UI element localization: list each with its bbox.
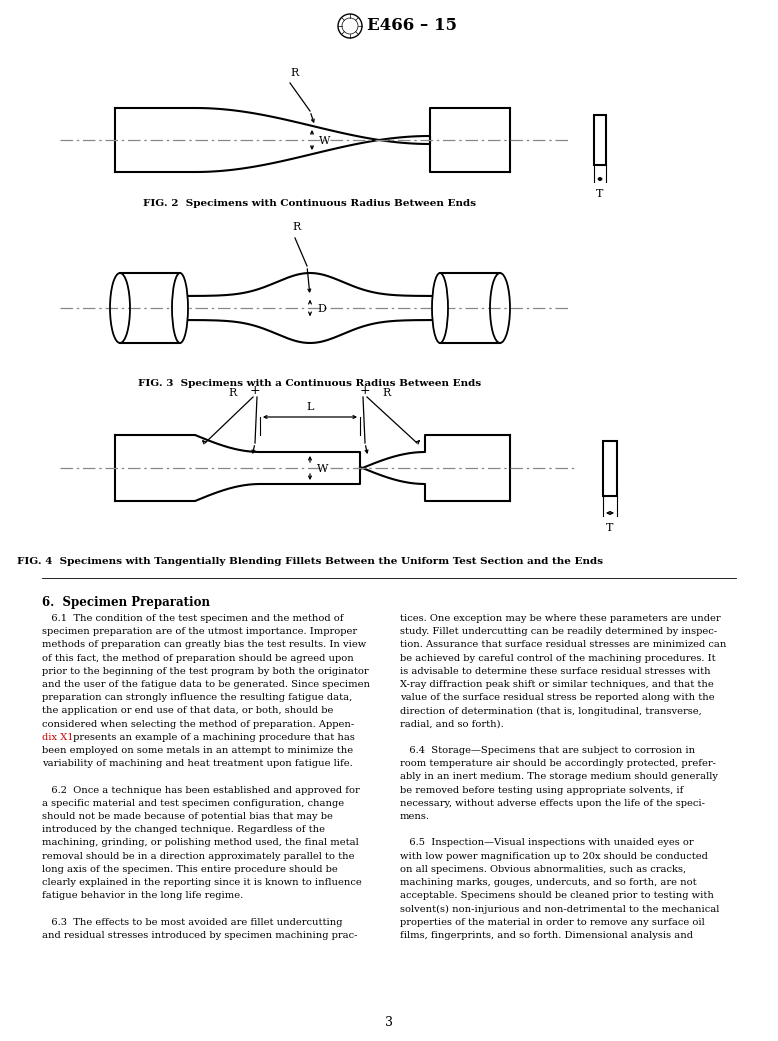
Text: +: + — [359, 383, 370, 397]
Text: direction of determination (that is, longitudinal, transverse,: direction of determination (that is, lon… — [400, 707, 702, 715]
Bar — [603, 441, 617, 496]
Text: R: R — [291, 68, 299, 78]
Text: preparation can strongly influence the resulting fatigue data,: preparation can strongly influence the r… — [42, 693, 352, 703]
Text: 6.4  Storage—Specimens that are subject to corrosion in: 6.4 Storage—Specimens that are subject t… — [400, 746, 695, 755]
Text: 6.1  The condition of the test specimen and the method of: 6.1 The condition of the test specimen a… — [42, 614, 344, 623]
Text: W: W — [317, 464, 328, 474]
Text: variability of machining and heat treatment upon fatigue life.: variability of machining and heat treatm… — [42, 759, 352, 768]
Text: be removed before testing using appropriate solvents, if: be removed before testing using appropri… — [400, 786, 683, 794]
Text: should not be made because of potential bias that may be: should not be made because of potential … — [42, 812, 333, 821]
Text: +: + — [250, 383, 261, 397]
Text: E466 – 15: E466 – 15 — [367, 18, 457, 34]
Ellipse shape — [432, 273, 448, 342]
Text: acceptable. Specimens should be cleaned prior to testing with: acceptable. Specimens should be cleaned … — [400, 891, 714, 900]
Text: D: D — [317, 304, 326, 314]
Text: FIG. 2  Specimens with Continuous Radius Between Ends: FIG. 2 Specimens with Continuous Radius … — [143, 200, 476, 208]
Text: dix X1: dix X1 — [42, 733, 74, 742]
Text: machining, grinding, or polishing method used, the final metal: machining, grinding, or polishing method… — [42, 838, 359, 847]
Text: 6.  Specimen Preparation: 6. Specimen Preparation — [42, 596, 210, 609]
Text: machining marks, gouges, undercuts, and so forth, are not: machining marks, gouges, undercuts, and … — [400, 878, 696, 887]
Text: R: R — [229, 388, 237, 398]
Text: introduced by the changed technique. Regardless of the: introduced by the changed technique. Reg… — [42, 826, 325, 834]
Text: removal should be in a direction approximately parallel to the: removal should be in a direction approxi… — [42, 852, 355, 861]
Text: 6.2  Once a technique has been established and approved for: 6.2 Once a technique has been establishe… — [42, 786, 359, 794]
Text: the application or end use of that data, or both, should be: the application or end use of that data,… — [42, 707, 334, 715]
Text: solvent(s) non-injurious and non-detrimental to the mechanical: solvent(s) non-injurious and non-detrime… — [400, 905, 720, 914]
Ellipse shape — [172, 273, 188, 342]
Text: with low power magnification up to 20x should be conducted: with low power magnification up to 20x s… — [400, 852, 708, 861]
Text: FIG. 4  Specimens with Tangentially Blending Fillets Between the Uniform Test Se: FIG. 4 Specimens with Tangentially Blend… — [17, 558, 603, 566]
Text: a specific material and test specimen configuration, change: a specific material and test specimen co… — [42, 798, 344, 808]
Text: tices. One exception may be where these parameters are under: tices. One exception may be where these … — [400, 614, 720, 623]
Text: room temperature air should be accordingly protected, prefer-: room temperature air should be according… — [400, 759, 716, 768]
Text: films, fingerprints, and so forth. Dimensional analysis and: films, fingerprints, and so forth. Dimen… — [400, 931, 693, 940]
Text: tion. Assurance that surface residual stresses are minimized can: tion. Assurance that surface residual st… — [400, 640, 727, 650]
Text: mens.: mens. — [400, 812, 430, 821]
Text: properties of the material in order to remove any surface oil: properties of the material in order to r… — [400, 917, 705, 926]
Text: methods of preparation can greatly bias the test results. In view: methods of preparation can greatly bias … — [42, 640, 366, 650]
Text: is advisable to determine these surface residual stresses with: is advisable to determine these surface … — [400, 667, 710, 676]
Text: 6.3  The effects to be most avoided are fillet undercutting: 6.3 The effects to be most avoided are f… — [42, 917, 342, 926]
Text: prior to the beginning of the test program by both the originator: prior to the beginning of the test progr… — [42, 667, 369, 676]
Text: long axis of the specimen. This entire procedure should be: long axis of the specimen. This entire p… — [42, 865, 338, 873]
Text: and the user of the fatigue data to be generated. Since specimen: and the user of the fatigue data to be g… — [42, 680, 370, 689]
Text: 6.5  Inspection—Visual inspections with unaided eyes or: 6.5 Inspection—Visual inspections with u… — [400, 838, 694, 847]
Text: considered when selecting the method of preparation. Appen-: considered when selecting the method of … — [42, 719, 354, 729]
Text: value of the surface residual stress be reported along with the: value of the surface residual stress be … — [400, 693, 715, 703]
Text: necessary, without adverse effects upon the life of the speci-: necessary, without adverse effects upon … — [400, 798, 705, 808]
Text: fatigue behavior in the long life regime.: fatigue behavior in the long life regime… — [42, 891, 244, 900]
Text: clearly explained in the reporting since it is known to influence: clearly explained in the reporting since… — [42, 878, 362, 887]
Text: radial, and so forth).: radial, and so forth). — [400, 719, 503, 729]
Text: presents an example of a machining procedure that has: presents an example of a machining proce… — [70, 733, 355, 742]
Text: and residual stresses introduced by specimen machining prac-: and residual stresses introduced by spec… — [42, 931, 358, 940]
Text: 3: 3 — [385, 1016, 393, 1029]
Text: R: R — [383, 388, 391, 398]
Text: ably in an inert medium. The storage medium should generally: ably in an inert medium. The storage med… — [400, 772, 718, 782]
Text: W: W — [319, 136, 331, 146]
Bar — [594, 115, 606, 166]
Text: of this fact, the method of preparation should be agreed upon: of this fact, the method of preparation … — [42, 654, 354, 663]
Text: been employed on some metals in an attempt to minimize the: been employed on some metals in an attem… — [42, 746, 353, 755]
Text: R: R — [293, 222, 301, 232]
Text: T: T — [606, 523, 614, 533]
Text: specimen preparation are of the utmost importance. Improper: specimen preparation are of the utmost i… — [42, 627, 357, 636]
Text: on all specimens. Obvious abnormalities, such as cracks,: on all specimens. Obvious abnormalities,… — [400, 865, 686, 873]
Text: FIG. 3  Specimens with a Continuous Radius Between Ends: FIG. 3 Specimens with a Continuous Radiu… — [138, 380, 482, 388]
Text: be achieved by careful control of the machining procedures. It: be achieved by careful control of the ma… — [400, 654, 716, 663]
Text: X-ray diffraction peak shift or similar techniques, and that the: X-ray diffraction peak shift or similar … — [400, 680, 713, 689]
Text: L: L — [307, 402, 314, 412]
Text: study. Fillet undercutting can be readily determined by inspec-: study. Fillet undercutting can be readil… — [400, 627, 717, 636]
Text: T: T — [596, 189, 604, 199]
